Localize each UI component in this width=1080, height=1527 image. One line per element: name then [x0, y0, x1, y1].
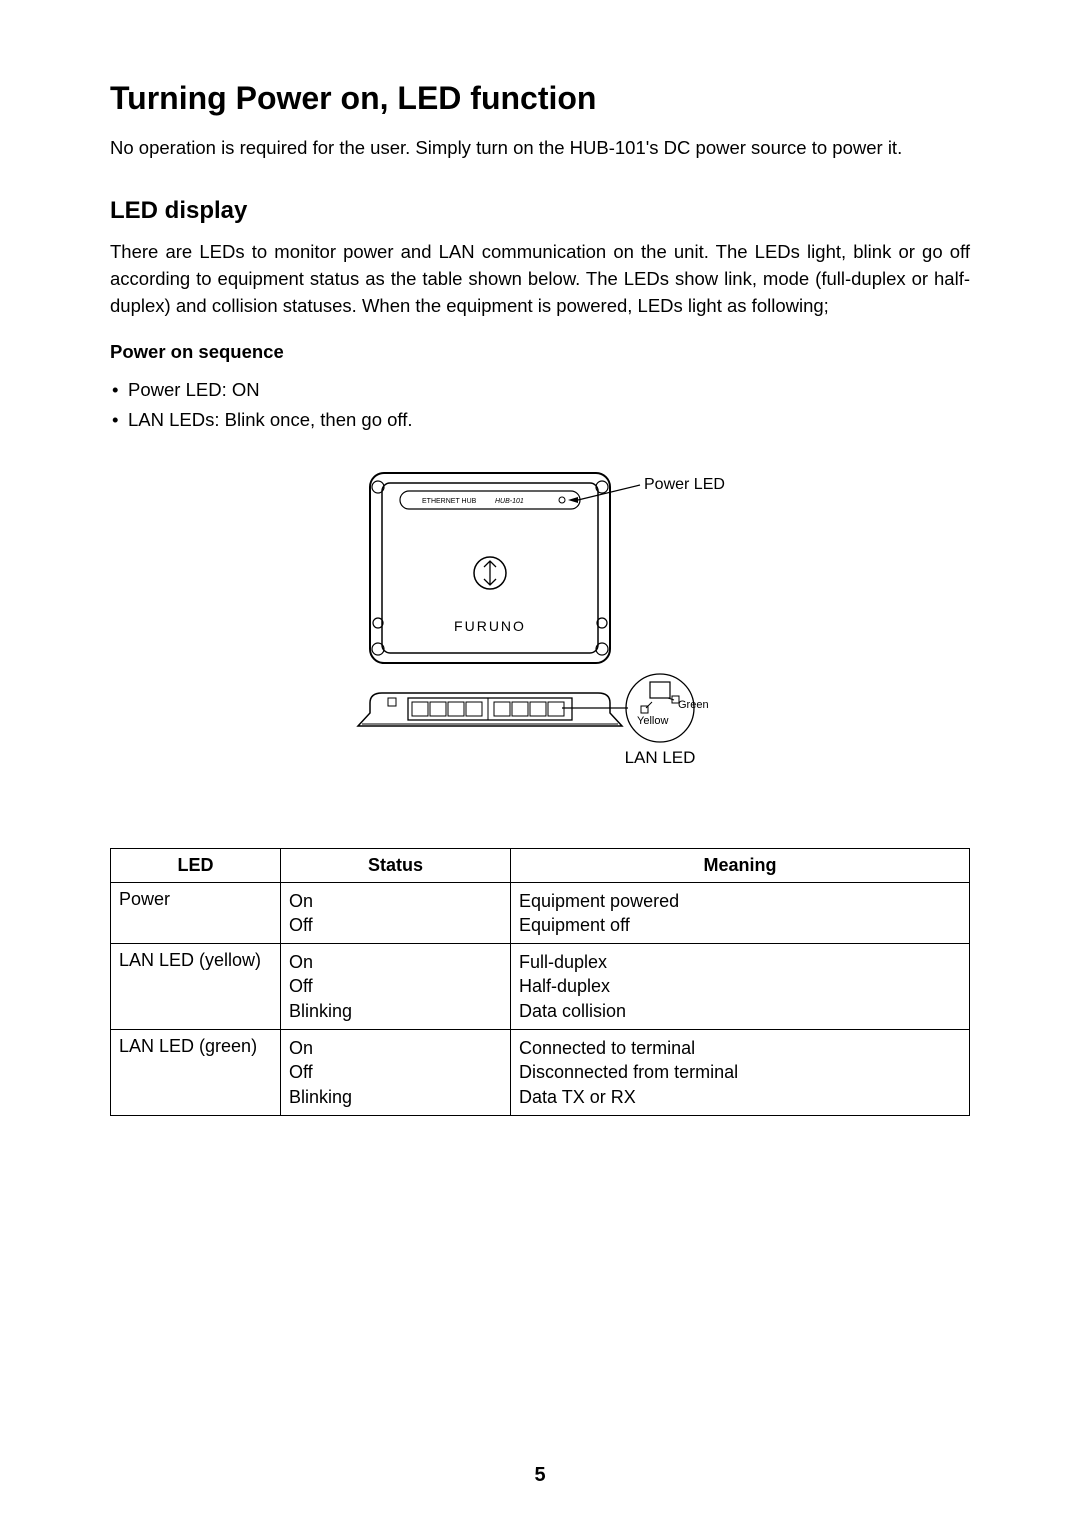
cell-meaning: Full-duplex Half-duplex Data collision	[511, 944, 970, 1030]
led-status-table: LED Status Meaning Power On Off Equipmen…	[110, 848, 970, 1116]
lan-led-label: LAN LED	[625, 748, 696, 767]
power-led-label: Power LED	[644, 476, 725, 493]
cell-meaning: Equipment powered Equipment off	[511, 882, 970, 944]
device-label-left: ETHERNET HUB	[422, 498, 477, 505]
power-on-sequence-title: Power on sequence	[110, 341, 970, 363]
brand-text: FURUNO	[454, 618, 526, 634]
page-number: 5	[0, 1464, 1080, 1487]
yellow-label: Yellow	[637, 715, 668, 727]
table-row: Power On Off Equipment powered Equipment…	[111, 882, 970, 944]
cell-status: On Off	[281, 882, 511, 944]
cell-status: On Off Blinking	[281, 944, 511, 1030]
section-led-display-title: LED display	[110, 197, 970, 225]
th-status: Status	[281, 848, 511, 882]
power-on-sequence-list: Power LED: ON LAN LEDs: Blink once, then…	[110, 375, 970, 434]
cell-led: LAN LED (yellow)	[111, 944, 281, 1030]
green-label: Green	[678, 699, 709, 711]
table-row: LAN LED (green) On Off Blinking Connecte…	[111, 1030, 970, 1116]
list-item: Power LED: ON	[110, 375, 970, 405]
cell-led: LAN LED (green)	[111, 1030, 281, 1116]
page-title: Turning Power on, LED function	[110, 80, 970, 117]
table-row: LAN LED (yellow) On Off Blinking Full-du…	[111, 944, 970, 1030]
cell-status: On Off Blinking	[281, 1030, 511, 1116]
cell-led: Power	[111, 882, 281, 944]
led-display-description: There are LEDs to monitor power and LAN …	[110, 239, 970, 319]
intro-paragraph: No operation is required for the user. S…	[110, 135, 970, 161]
cell-meaning: Connected to terminal Disconnected from …	[511, 1030, 970, 1116]
th-meaning: Meaning	[511, 848, 970, 882]
list-item: LAN LEDs: Blink once, then go off.	[110, 405, 970, 435]
th-led: LED	[111, 848, 281, 882]
device-diagram: ETHERNET HUB HUB-101 FURUNO Power LED	[110, 463, 970, 788]
device-label-right: HUB-101	[495, 498, 524, 505]
